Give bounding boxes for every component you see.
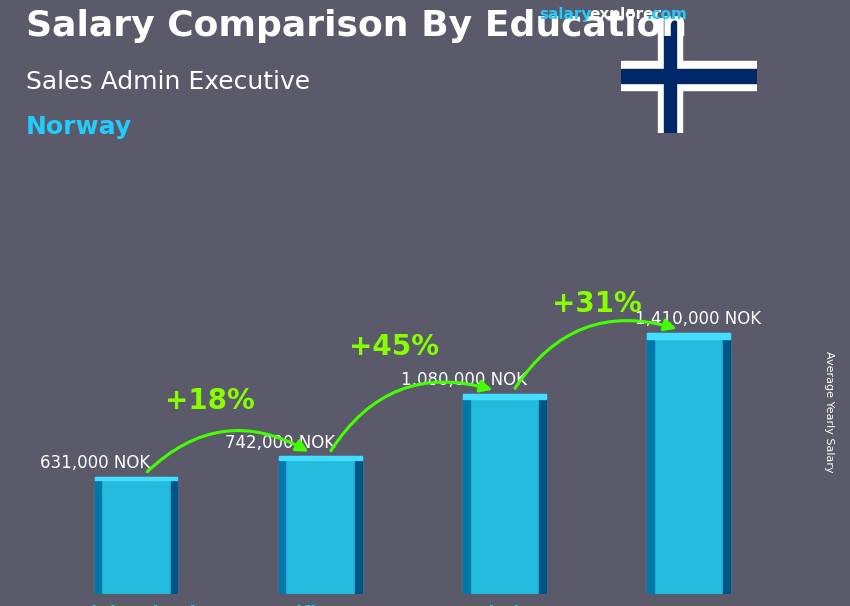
Bar: [658, 18, 683, 133]
Text: Average Yearly Salary: Average Yearly Salary: [824, 351, 834, 473]
Text: 1,080,000 NOK: 1,080,000 NOK: [401, 371, 527, 389]
Bar: [171, 477, 178, 594]
Text: +31%: +31%: [552, 290, 641, 318]
Text: salary: salary: [540, 7, 592, 22]
Text: +45%: +45%: [348, 333, 439, 361]
Bar: [279, 456, 286, 594]
Text: .com: .com: [647, 7, 688, 22]
Text: explorer: explorer: [589, 7, 661, 22]
Bar: [463, 394, 469, 594]
Bar: [94, 477, 101, 594]
Bar: [463, 394, 546, 399]
Text: 631,000 NOK: 631,000 NOK: [40, 454, 150, 473]
Text: 1,410,000 NOK: 1,410,000 NOK: [635, 310, 761, 328]
Bar: [539, 394, 546, 594]
Bar: [355, 456, 361, 594]
Bar: [647, 333, 654, 594]
Bar: [279, 456, 361, 460]
Bar: [620, 61, 756, 90]
Text: +18%: +18%: [165, 387, 254, 415]
Text: Sales Admin Executive: Sales Admin Executive: [26, 70, 309, 94]
Text: Salary Comparison By Education: Salary Comparison By Education: [26, 9, 687, 43]
Text: Norway: Norway: [26, 115, 132, 139]
Text: 742,000 NOK: 742,000 NOK: [224, 434, 335, 452]
Bar: [664, 18, 676, 133]
Bar: [463, 394, 546, 594]
Bar: [94, 477, 178, 594]
Bar: [279, 456, 361, 594]
Bar: [94, 477, 178, 480]
Bar: [723, 333, 730, 594]
Bar: [620, 68, 756, 83]
Bar: [647, 333, 730, 594]
Bar: [647, 333, 730, 339]
